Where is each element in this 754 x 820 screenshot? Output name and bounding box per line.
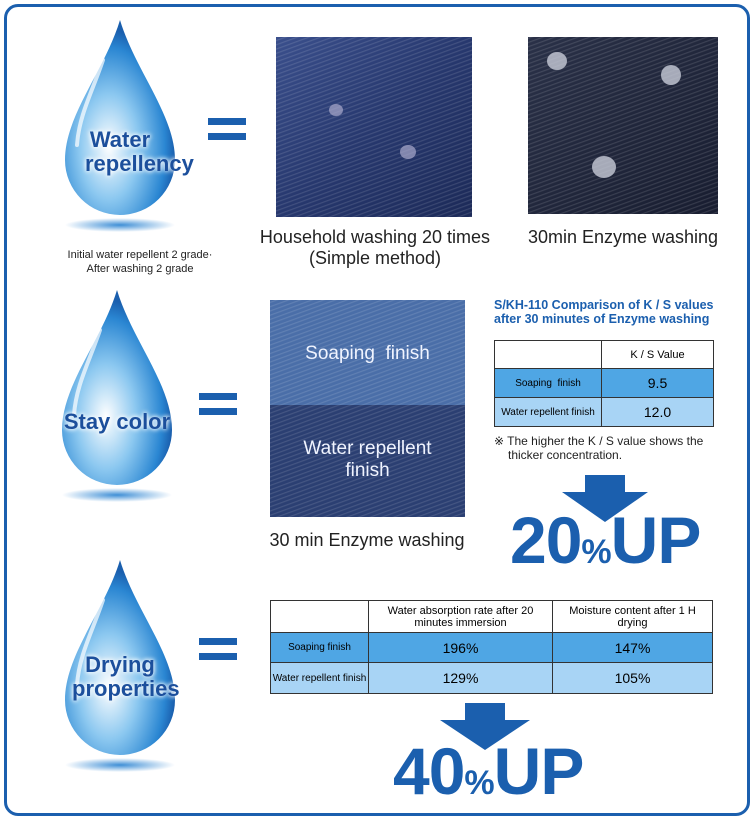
result-number: 20 bbox=[510, 503, 582, 577]
result-unit: % bbox=[581, 533, 611, 571]
result-suffix: UP bbox=[493, 734, 585, 808]
caption: 30min Enzyme washing bbox=[527, 227, 719, 247]
note-line: thicker concentration. bbox=[508, 448, 623, 462]
cell: 147% bbox=[552, 632, 713, 663]
blank-cell bbox=[494, 340, 602, 369]
drop-label: Water repellency bbox=[85, 127, 194, 176]
drop-label: Drying properties bbox=[72, 652, 180, 701]
cell: 196% bbox=[368, 632, 553, 663]
result: 40%UP bbox=[393, 738, 584, 816]
cell: 9.5 bbox=[601, 368, 714, 398]
note-line: ※ The higher the K / S value shows the bbox=[494, 434, 704, 448]
ks-table: K / S Value Soaping finish 9.5 Water repe… bbox=[494, 340, 714, 427]
result-number: 40 bbox=[393, 734, 465, 808]
result: 20%UP bbox=[510, 507, 701, 585]
header-cell: Moisture content after 1 H drying bbox=[552, 600, 713, 633]
caption: Household washing 20 times (Simple metho… bbox=[250, 227, 500, 269]
row-label: Water repellent finish bbox=[270, 662, 369, 694]
note: Initial water repellent 2 grade· After w… bbox=[40, 248, 240, 276]
title-line: S/KH-110 Comparison of K / S values bbox=[494, 298, 714, 312]
table-title: S/KH-110 Comparison of K / S values afte… bbox=[494, 298, 714, 326]
image-label: Soaping finish bbox=[305, 343, 430, 364]
note-line: Initial water repellent 2 grade· bbox=[67, 249, 213, 261]
result-suffix: UP bbox=[610, 503, 702, 577]
cell: 129% bbox=[368, 662, 553, 694]
blank-cell bbox=[270, 600, 369, 633]
drop-label: Stay color bbox=[63, 409, 171, 434]
header-cell: Water absorption rate after 20 minutes i… bbox=[368, 600, 553, 633]
title-line: after 30 minutes of Enzyme washing bbox=[494, 312, 710, 326]
result-unit: % bbox=[464, 764, 494, 802]
row-label: Soaping finish bbox=[494, 368, 602, 398]
row-label: Soaping finish bbox=[270, 632, 369, 663]
caption-line: Household washing 20 times bbox=[259, 227, 491, 247]
cell: 105% bbox=[552, 662, 713, 694]
drying-table: Water absorption rate after 20 minutes i… bbox=[270, 600, 713, 694]
note-line: After washing 2 grade bbox=[86, 263, 194, 275]
row-label: Water repellent finish bbox=[494, 397, 602, 427]
caption: 30 min Enzyme washing bbox=[269, 530, 465, 550]
note: ※ The higher the K / S value shows the t… bbox=[494, 434, 724, 462]
header-cell: K / S Value bbox=[601, 340, 714, 369]
image-label: Water repellent finish bbox=[303, 438, 432, 481]
cell: 12.0 bbox=[601, 397, 714, 427]
frame bbox=[4, 4, 750, 816]
caption-line: (Simple method) bbox=[308, 248, 442, 268]
